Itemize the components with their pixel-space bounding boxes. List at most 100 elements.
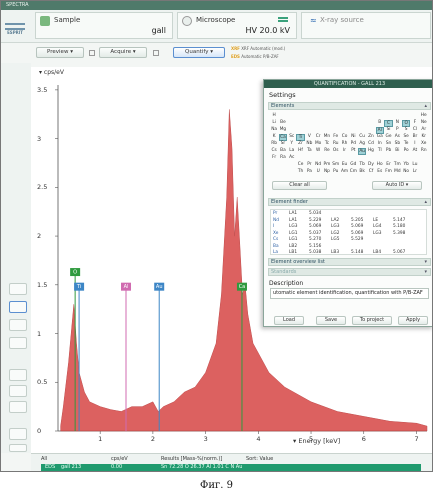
element-cell-lu[interactable]: Lu [411,162,419,169]
element-cell-lr[interactable]: Lr [411,169,419,176]
element-cell-eu[interactable]: Eu [340,162,348,169]
element-cell-pm[interactable]: Pm [323,162,331,169]
standards-section-header[interactable]: Standards▾ [268,268,431,276]
element-cell-w[interactable]: W [314,148,322,155]
element-cell-au[interactable]: Au [358,148,366,155]
element-cell-sm[interactable]: Sm [332,162,340,169]
compare-tool-button[interactable] [9,319,27,331]
element-cell-sn[interactable]: Sn [384,141,392,148]
element-cell-kr[interactable]: Kr [420,134,428,141]
element-cell-ge[interactable]: Ge [384,134,392,141]
element-cell-md[interactable]: Md [393,169,401,176]
element-cell-na[interactable]: Na [270,127,278,134]
element-cell-s[interactable]: S [402,127,410,134]
element-cell-he[interactable]: He [420,113,428,120]
element-cell-rh[interactable]: Rh [340,141,348,148]
element-cell-al[interactable]: Al [376,127,384,134]
overview-section-header[interactable]: Element overview list▾ [268,258,431,266]
element-cell-sr[interactable]: Sr [279,141,287,148]
settings-tool-button[interactable] [9,401,27,413]
finder-row[interactable]: LaLB15.038LB35.148LB45.067 [271,249,427,255]
element-cell-ar[interactable]: Ar [420,127,428,134]
element-cell-fe[interactable]: Fe [332,134,340,141]
element-cell-u[interactable]: U [314,169,322,176]
quantify-button[interactable]: Quantify ▾ [173,47,225,58]
element-cell-fm[interactable]: Fm [384,169,392,176]
element-cell-tb[interactable]: Tb [358,162,366,169]
xray-panel[interactable]: ≈ X-ray source [301,12,431,39]
element-cell-mn[interactable]: Mn [323,134,331,141]
element-cell-gd[interactable]: Gd [349,162,357,169]
element-cell-am[interactable]: Am [340,169,348,176]
element-cell-cs[interactable]: Cs [270,148,278,155]
status-results[interactable]: Results [Mass-%(norm.)] [161,456,222,462]
element-cell-nd[interactable]: Nd [314,162,322,169]
element-cell-fr[interactable]: Fr [270,155,278,162]
element-cell-xe[interactable]: Xe [420,141,428,148]
element-cell-as[interactable]: As [393,134,401,141]
sample-panel[interactable]: Sample gall [35,12,173,39]
element-cell-c[interactable]: C [384,120,392,127]
color-tool-button[interactable] [9,369,27,381]
element-cell-hg[interactable]: Hg [367,148,375,155]
element-cell-be[interactable]: Be [279,120,287,127]
xrf-option[interactable]: XRF XRF Automatic (mod.) [231,46,285,51]
elements-section-header[interactable]: Elements▴ [268,102,431,110]
element-cell-os[interactable]: Os [332,148,340,155]
element-cell-zr[interactable]: Zr [296,141,304,148]
element-cell-h[interactable]: H [270,113,278,120]
element-cell-b[interactable]: B [376,120,384,127]
preview-checkbox[interactable] [89,50,95,56]
element-cell-ne[interactable]: Ne [420,120,428,127]
element-cell-pu[interactable]: Pu [332,169,340,176]
to-project-button[interactable]: To project [352,316,392,325]
element-cell-p[interactable]: P [393,127,401,134]
status-all[interactable]: All [41,456,47,462]
element-cell-re[interactable]: Re [323,148,331,155]
element-cell-cl[interactable]: Cl [411,127,419,134]
save-button[interactable]: Save [316,316,346,325]
chart-tool-button[interactable] [9,337,27,349]
microscope-panel[interactable]: Microscope HV 20.0 kV [177,12,297,39]
element-cell-k[interactable]: K [270,134,278,141]
acquire-checkbox[interactable] [153,50,159,56]
element-cell-ce[interactable]: Ce [296,162,304,169]
element-cell-tl[interactable]: Tl [376,148,384,155]
element-cell-pt[interactable]: Pt [349,148,357,155]
element-cell-co[interactable]: Co [340,134,348,141]
element-cell-n[interactable]: N [393,120,401,127]
element-cell-ca[interactable]: Ca [279,134,287,141]
element-finder-header[interactable]: Element finder▴ [268,198,431,206]
element-cell-cr[interactable]: Cr [314,134,322,141]
element-cell-es[interactable]: Es [376,169,384,176]
element-cell-dy[interactable]: Dy [367,162,375,169]
element-cell-ho[interactable]: Ho [376,162,384,169]
element-cell-nb[interactable]: Nb [305,141,313,148]
apply-button[interactable]: Apply [398,316,428,325]
element-cell-ni[interactable]: Ni [349,134,357,141]
results-data-row[interactable]: EDS gall 213 0.00 Sn 72.28 O 26.37 Al 1.… [41,464,421,471]
element-cell-la[interactable]: La [288,148,296,155]
element-cell-pr[interactable]: Pr [305,162,313,169]
element-cell-pd[interactable]: Pd [349,141,357,148]
element-cell-np[interactable]: Np [323,169,331,176]
element-cell-pb[interactable]: Pb [384,148,392,155]
element-cell-th[interactable]: Th [296,169,304,176]
element-cell-tc[interactable]: Tc [323,141,331,148]
element-cell-tm[interactable]: Tm [393,162,401,169]
element-cell-v[interactable]: V [305,134,313,141]
element-cell-se[interactable]: Se [402,134,410,141]
clear-all-button[interactable]: Clear all [272,181,327,190]
element-cell-ti[interactable]: Ti [296,134,304,141]
delete-tool-button[interactable] [9,444,27,452]
element-cell-at[interactable]: At [411,148,419,155]
element-cell-si[interactable]: Si [384,127,392,134]
load-button[interactable]: Load [274,316,304,325]
element-cell-ra[interactable]: Ra [279,155,287,162]
element-cell-rb[interactable]: Rb [270,141,278,148]
zoom-tool-button[interactable] [9,283,27,295]
element-cell-li[interactable]: Li [270,120,278,127]
element-finder-list[interactable]: PrLA15.034NdLA15.229LA25.205LE5.147ILG35… [270,209,427,255]
element-cell-cm[interactable]: Cm [349,169,357,176]
element-cell-zn[interactable]: Zn [367,134,375,141]
